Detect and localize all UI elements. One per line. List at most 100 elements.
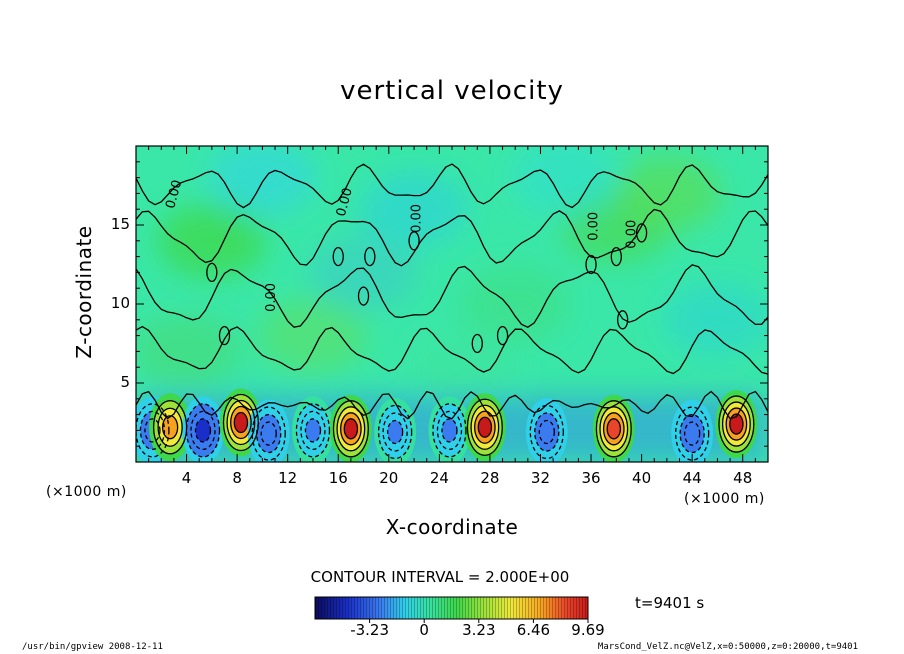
cell-contour — [295, 403, 331, 458]
cell-contour — [300, 410, 326, 451]
cell-contour — [436, 410, 463, 451]
cell-contour — [718, 395, 755, 453]
downdraft-cell — [305, 418, 321, 442]
contour-lines — [136, 163, 768, 461]
contour-label: 0.00 — [334, 186, 356, 218]
cell-contour — [157, 407, 183, 447]
x-tick-label: 28 — [480, 469, 500, 487]
colorbar-tick-label: 6.46 — [516, 621, 551, 639]
cell-contour — [136, 403, 170, 458]
contour-label: 0.00 — [409, 204, 424, 233]
colorbar-ticks — [369, 619, 589, 623]
bg-blob — [662, 281, 768, 358]
cell-contour — [185, 403, 221, 458]
x-axis-label: X-coordinate — [385, 515, 519, 539]
small-contour — [635, 223, 648, 243]
cell-contour — [304, 418, 322, 443]
x-tick-label: 40 — [632, 469, 652, 487]
small-contour — [496, 325, 509, 346]
downdraft-cell — [441, 418, 457, 442]
updraft-cell — [162, 415, 178, 439]
cell-contour — [230, 405, 252, 440]
contour-label: 0.00 — [163, 178, 185, 210]
zero-contour — [136, 264, 768, 328]
cell-contour — [233, 411, 249, 434]
downdraft-cell — [684, 422, 700, 446]
cell-contour — [466, 398, 503, 456]
small-contour — [471, 333, 483, 354]
colorbar — [314, 596, 589, 623]
small-contour — [364, 246, 376, 267]
cell-contour — [606, 418, 622, 440]
updraft-cell — [344, 418, 358, 439]
bg-blob — [308, 234, 419, 311]
bg-blob — [136, 313, 242, 390]
cell-contour — [595, 400, 632, 458]
downdraft-cell — [387, 420, 403, 444]
cell-contour — [538, 419, 555, 445]
x-unit-left: (×1000 m) — [46, 484, 127, 500]
cell-contour — [161, 415, 179, 440]
bg-blob — [460, 266, 571, 342]
small-contour — [610, 246, 622, 267]
x-tick-label: 44 — [682, 469, 702, 487]
cell-contour — [139, 410, 166, 451]
contour-interval-label: CONTOUR INTERVAL = 2.000E+00 — [310, 568, 570, 586]
x-tick-label: 36 — [581, 469, 601, 487]
small-contour — [218, 325, 231, 346]
bg-blob — [409, 329, 520, 406]
y-axis-label: Z-coordinate — [72, 225, 96, 359]
x-tick-label: 16 — [328, 469, 348, 487]
cell-contour — [343, 418, 359, 440]
downdraft-cell — [261, 422, 277, 446]
cell-contour — [470, 404, 500, 450]
small-contour — [408, 231, 420, 251]
updraft-cell — [234, 412, 248, 433]
cell-contour — [441, 418, 458, 443]
cell-contour — [684, 421, 701, 446]
cell-contour — [194, 418, 212, 443]
small-contour — [206, 262, 218, 283]
bg-blob — [611, 155, 722, 232]
small-contour — [332, 246, 344, 267]
updraft-cell — [607, 418, 621, 439]
cell-contour — [675, 406, 710, 461]
downdraft-cell — [195, 418, 211, 442]
cell-contour — [382, 412, 408, 452]
cell-contour — [386, 419, 404, 445]
cell-contour — [529, 404, 564, 460]
x-tick-label: 12 — [278, 469, 298, 487]
small-contour — [357, 286, 370, 306]
axis-ticks — [136, 146, 768, 462]
small-contour — [616, 310, 629, 330]
updraft-cell — [729, 414, 744, 435]
colorbar-tick-label: 3.23 — [462, 621, 496, 639]
cell-contour — [340, 412, 362, 446]
contour-label: 0.00 — [586, 212, 601, 241]
cell-contour — [679, 413, 705, 454]
y-tick-label: 15 — [110, 215, 130, 233]
cell-contour — [534, 412, 560, 452]
zero-contour — [136, 325, 768, 375]
x-tick-label: 48 — [733, 469, 753, 487]
cell-contour — [144, 418, 161, 443]
y-tick-label: 10 — [110, 294, 130, 312]
colorbar-tick-label: 0 — [419, 621, 429, 639]
downdraft-cell — [539, 420, 555, 444]
cell-contour — [721, 401, 751, 447]
bg-blob — [156, 202, 267, 279]
chart-title: vertical velocity — [340, 76, 564, 106]
x-tick-label: 8 — [232, 469, 242, 487]
cell-contour — [256, 413, 282, 454]
footer-left: /usr/bin/gpview 2008-12-11 — [22, 642, 163, 652]
cell-contour — [729, 413, 744, 435]
x-tick-label: 4 — [181, 469, 192, 487]
time-label: t=9401 s — [635, 594, 705, 612]
updraft-cell — [478, 417, 492, 438]
cell-contour — [251, 406, 286, 461]
footer-right: MarsCond_VelZ.nc@VelZ,x=0:50000,z=0:2000… — [597, 642, 858, 652]
x-unit-right: (×1000 m) — [684, 491, 765, 507]
plot-area: 0.00 0.00 0.00 0.00 0.00 0.00 — [135, 145, 769, 463]
cell-contour — [477, 416, 493, 438]
